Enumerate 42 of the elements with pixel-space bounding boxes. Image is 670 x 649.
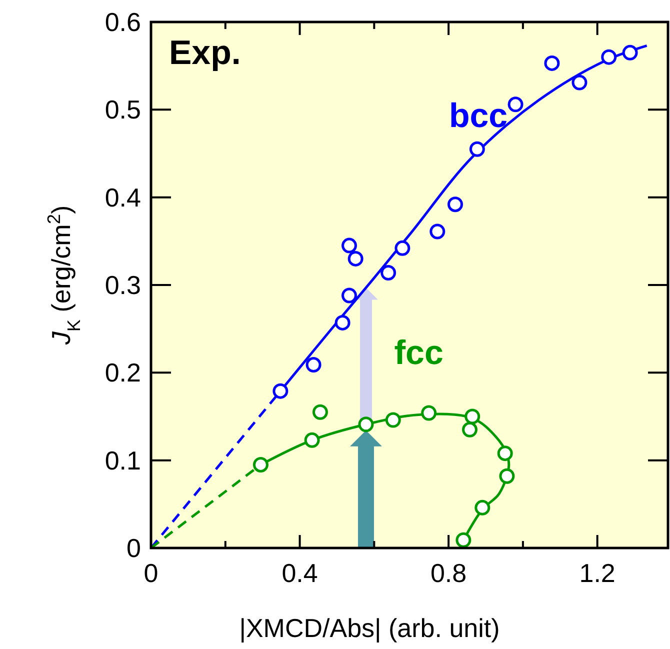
point bbox=[456, 532, 472, 548]
point bbox=[462, 422, 478, 438]
point bbox=[304, 432, 320, 448]
point bbox=[499, 468, 515, 484]
point bbox=[341, 288, 357, 304]
point bbox=[341, 238, 357, 254]
point bbox=[469, 141, 485, 157]
y-tick-label: 0 bbox=[126, 533, 141, 563]
x-axis-title: |XMCD/Abs| (arb. unit) bbox=[239, 613, 500, 643]
point bbox=[544, 55, 560, 71]
y-tick-label: 0.3 bbox=[104, 270, 141, 300]
point bbox=[385, 412, 401, 428]
point bbox=[358, 416, 374, 432]
y-tick-label: 0.1 bbox=[104, 445, 141, 476]
point bbox=[394, 240, 410, 256]
point bbox=[348, 250, 364, 266]
point bbox=[497, 446, 513, 462]
point bbox=[430, 224, 446, 240]
point bbox=[601, 49, 617, 65]
point bbox=[421, 405, 437, 421]
point bbox=[272, 383, 288, 399]
y-tick-label: 0.4 bbox=[104, 182, 141, 212]
point bbox=[474, 500, 490, 516]
y-tick-label: 0.2 bbox=[104, 358, 141, 388]
point bbox=[464, 408, 480, 424]
point bbox=[380, 264, 396, 280]
series-label: fcc bbox=[394, 334, 444, 372]
point bbox=[306, 357, 322, 373]
x-tick-label: 0.8 bbox=[430, 558, 467, 588]
point bbox=[252, 456, 268, 472]
point bbox=[572, 74, 588, 90]
x-tick-label: 0.4 bbox=[282, 558, 318, 588]
point bbox=[622, 44, 638, 60]
point bbox=[448, 196, 463, 212]
y-tick-label: 0.6 bbox=[104, 7, 141, 37]
point bbox=[334, 314, 350, 330]
series-label: bcc bbox=[449, 97, 508, 136]
x-tick-label: 1.2 bbox=[579, 558, 616, 588]
point bbox=[508, 96, 524, 112]
y-tick-label: 0.5 bbox=[104, 94, 141, 125]
annotation: Exp. bbox=[169, 34, 241, 72]
point bbox=[312, 404, 328, 420]
